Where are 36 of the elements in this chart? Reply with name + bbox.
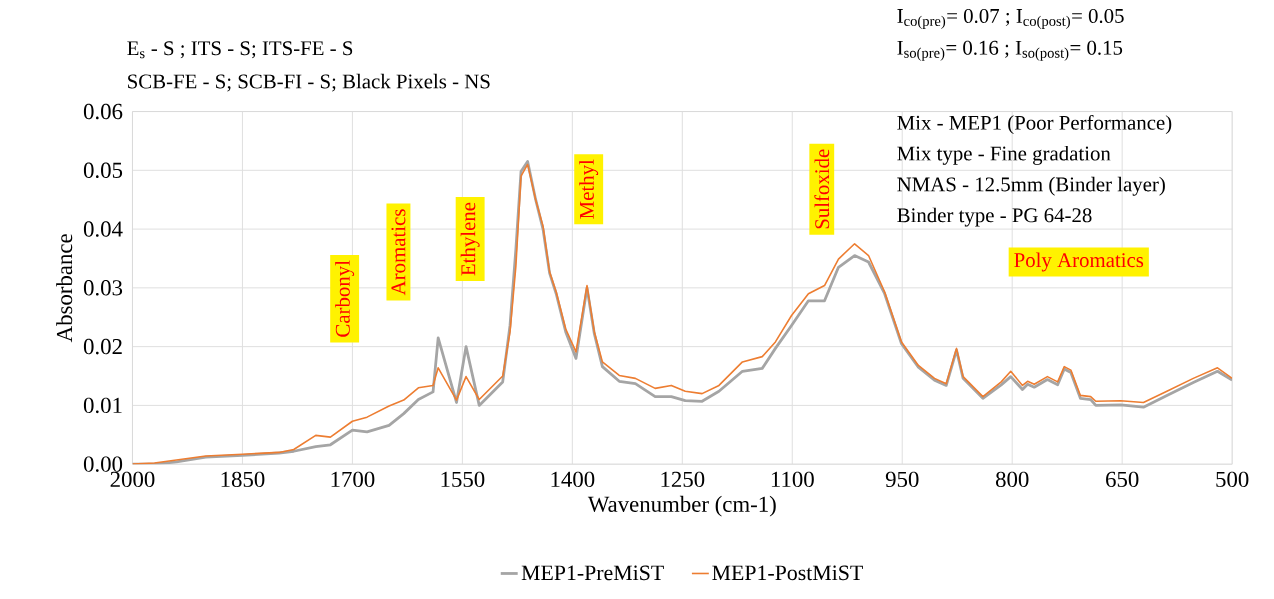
- x-tick-label: 500: [1216, 471, 1249, 488]
- x-tick-label: 650: [1106, 471, 1139, 488]
- x-tick-label: 1550: [441, 471, 485, 488]
- annotation: NMAS - 12.5mm (Binder layer): [897, 176, 1165, 196]
- y-tick-label: 0.06: [83, 103, 123, 120]
- annotation: Methyl: [579, 159, 599, 219]
- y-tick-label: 0.05: [83, 162, 123, 179]
- annotation: Carbonyl: [335, 260, 355, 337]
- text: E$_{s}$ - S ; ITS - S; ITS-FE - S: [127, 41, 353, 59]
- x-tick-label: 1700: [331, 471, 375, 488]
- x-tick-label: 1100: [771, 471, 814, 488]
- x-tick-label: 800: [995, 471, 1029, 488]
- text: I$_{so(pre)}$= 0.16 ; I$_{so(post)}$= 0.15: [897, 40, 1123, 61]
- x-tick-label: 2000: [110, 471, 155, 488]
- y-tick-label: 0.04: [83, 221, 123, 238]
- x-tick-label: 1400: [551, 471, 595, 488]
- annotation: Aromatics: [391, 209, 406, 296]
- y-tick-label: 0.02: [83, 339, 122, 355]
- annotation: Poly Aromatics: [1014, 252, 1144, 272]
- y-tick-label: 0.01: [83, 397, 122, 414]
- legend-label: MEP1-PostMiST: [712, 565, 863, 581]
- annotation: Mix - MEP1 (Poor Performance): [897, 115, 1172, 135]
- annotation: Mix type - Fine gradation: [897, 146, 1111, 166]
- y-tick-label: 0.00: [83, 456, 123, 473]
- annotation: Binder type - PG 64-28: [897, 207, 1092, 227]
- x-tick-label: 950: [885, 471, 919, 488]
- y-axis-title: Absorbance: [56, 234, 73, 343]
- text: SCB-FE - S; SCB-FI - S; Black Pixels - NS: [128, 74, 490, 92]
- x-tick-label: 1850: [221, 471, 265, 488]
- text: I$_{co(pre)}$= 0.07 ; I$_{co(post)}$= 0.05: [897, 9, 1124, 30]
- x-axis-title: Wavenumber (cm-1): [587, 496, 776, 517]
- annotation: Sulfoxide: [814, 149, 830, 229]
- annotation: Ethylene: [460, 202, 480, 276]
- legend-label: MEP1-PreMiST: [521, 565, 664, 581]
- y-tick-label: 0.03: [83, 280, 123, 296]
- x-tick-label: 1250: [661, 471, 705, 488]
